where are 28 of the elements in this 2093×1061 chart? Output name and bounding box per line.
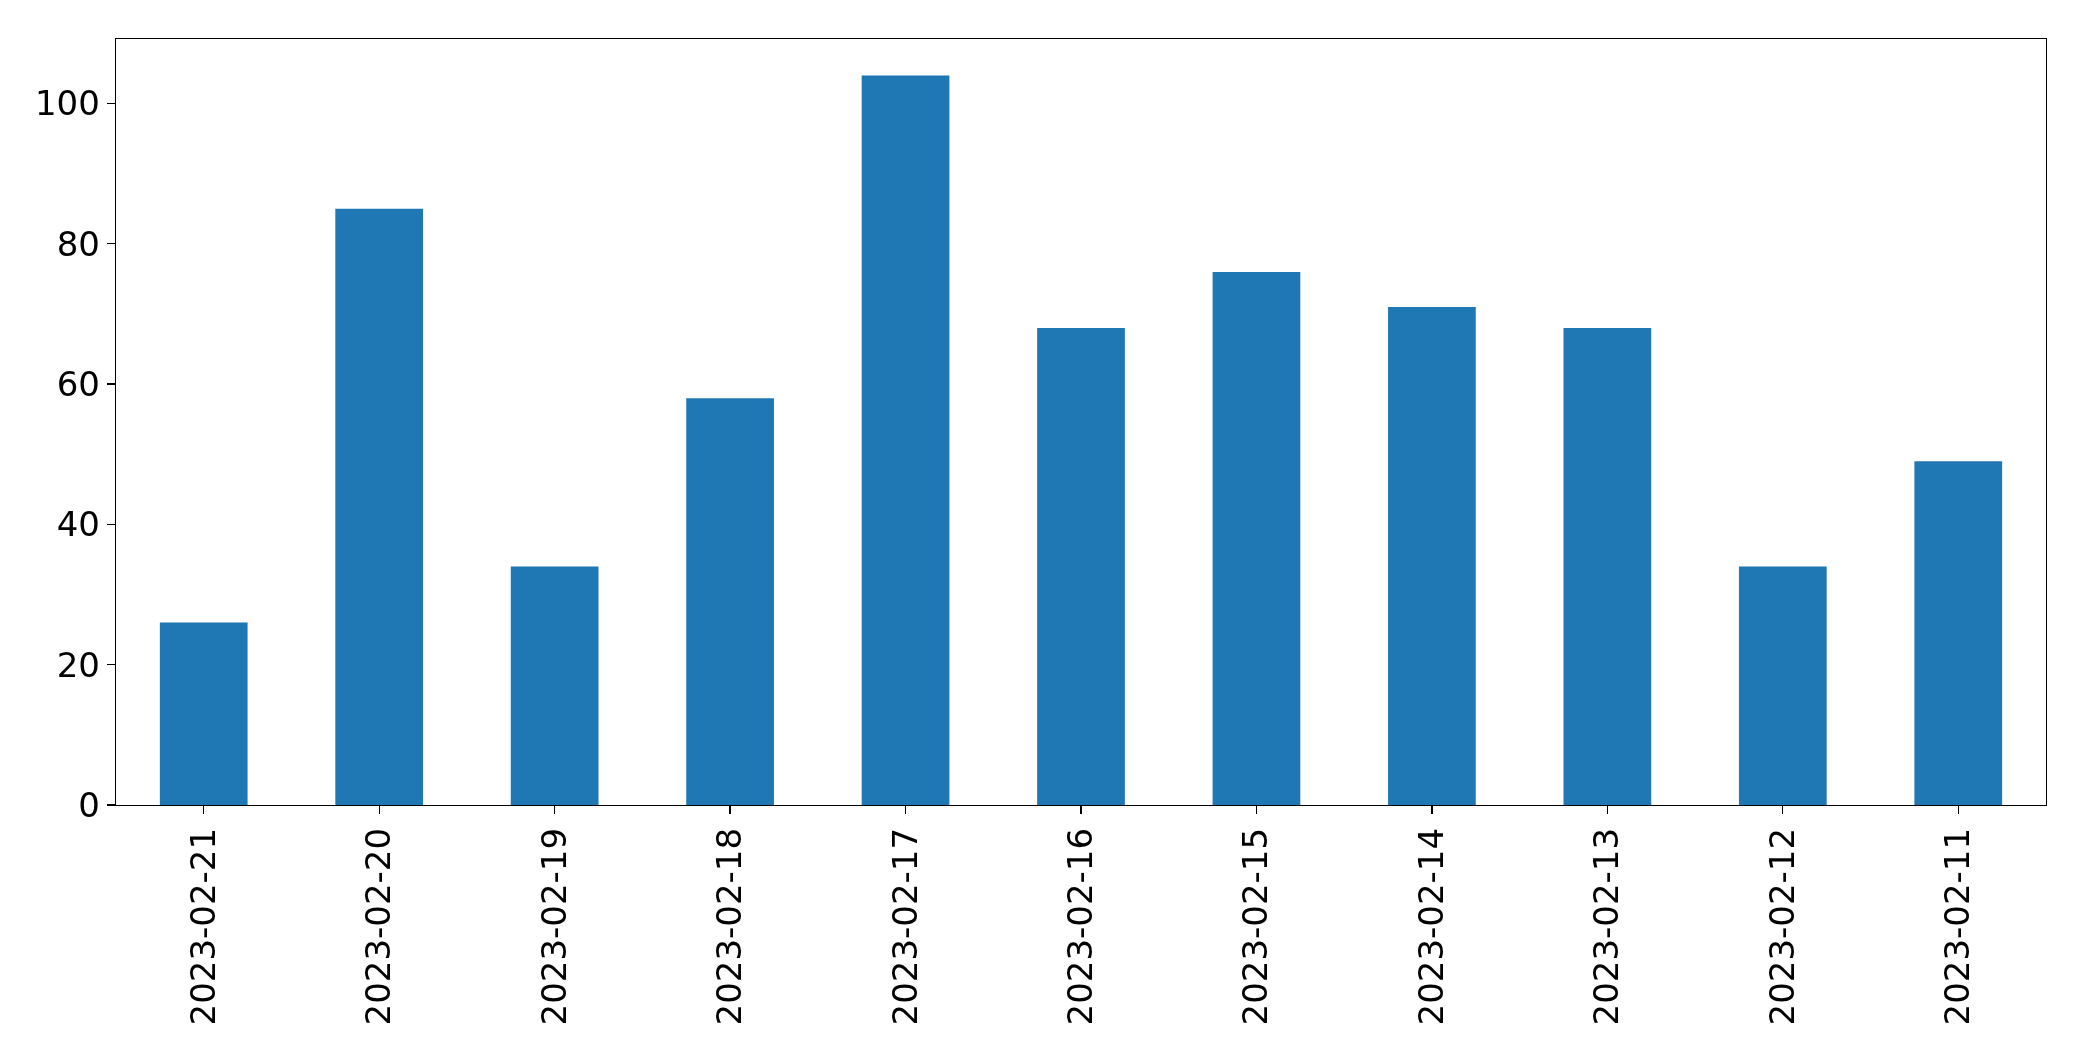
bar: [686, 398, 774, 805]
bar: [159, 622, 248, 805]
bar: [335, 208, 424, 805]
x-tick-label: 2023-02-19: [533, 827, 574, 1026]
x-tick-label: 2023-02-15: [1235, 827, 1276, 1026]
x-tick-label: 2023-02-20: [358, 827, 399, 1026]
y-tick-label: 80: [56, 223, 100, 264]
bar: [1037, 328, 1125, 805]
bar: [1212, 271, 1301, 805]
y-tick-label: 0: [78, 784, 100, 825]
y-tick-label: 100: [34, 83, 100, 124]
bar: [1738, 566, 1827, 805]
y-tick-label: 20: [56, 644, 100, 685]
y-tick-label: 60: [56, 364, 100, 405]
bar: [1914, 461, 2003, 805]
x-tick-label: 2023-02-13: [1586, 827, 1627, 1026]
x-tick-label: 2023-02-21: [182, 827, 223, 1026]
x-tick-label: 2023-02-18: [709, 827, 750, 1026]
bar: [861, 75, 950, 805]
x-tick-label: 2023-02-17: [884, 827, 925, 1026]
y-tick-label: 40: [56, 504, 100, 545]
x-tick-label: 2023-02-16: [1060, 827, 1101, 1026]
x-tick-label: 2023-02-14: [1410, 827, 1451, 1026]
x-tick-label: 2023-02-11: [1937, 827, 1978, 1026]
bar: [510, 566, 599, 805]
bar: [1563, 328, 1652, 805]
x-tick-label: 2023-02-12: [1761, 827, 1802, 1026]
bar: [1388, 306, 1476, 805]
